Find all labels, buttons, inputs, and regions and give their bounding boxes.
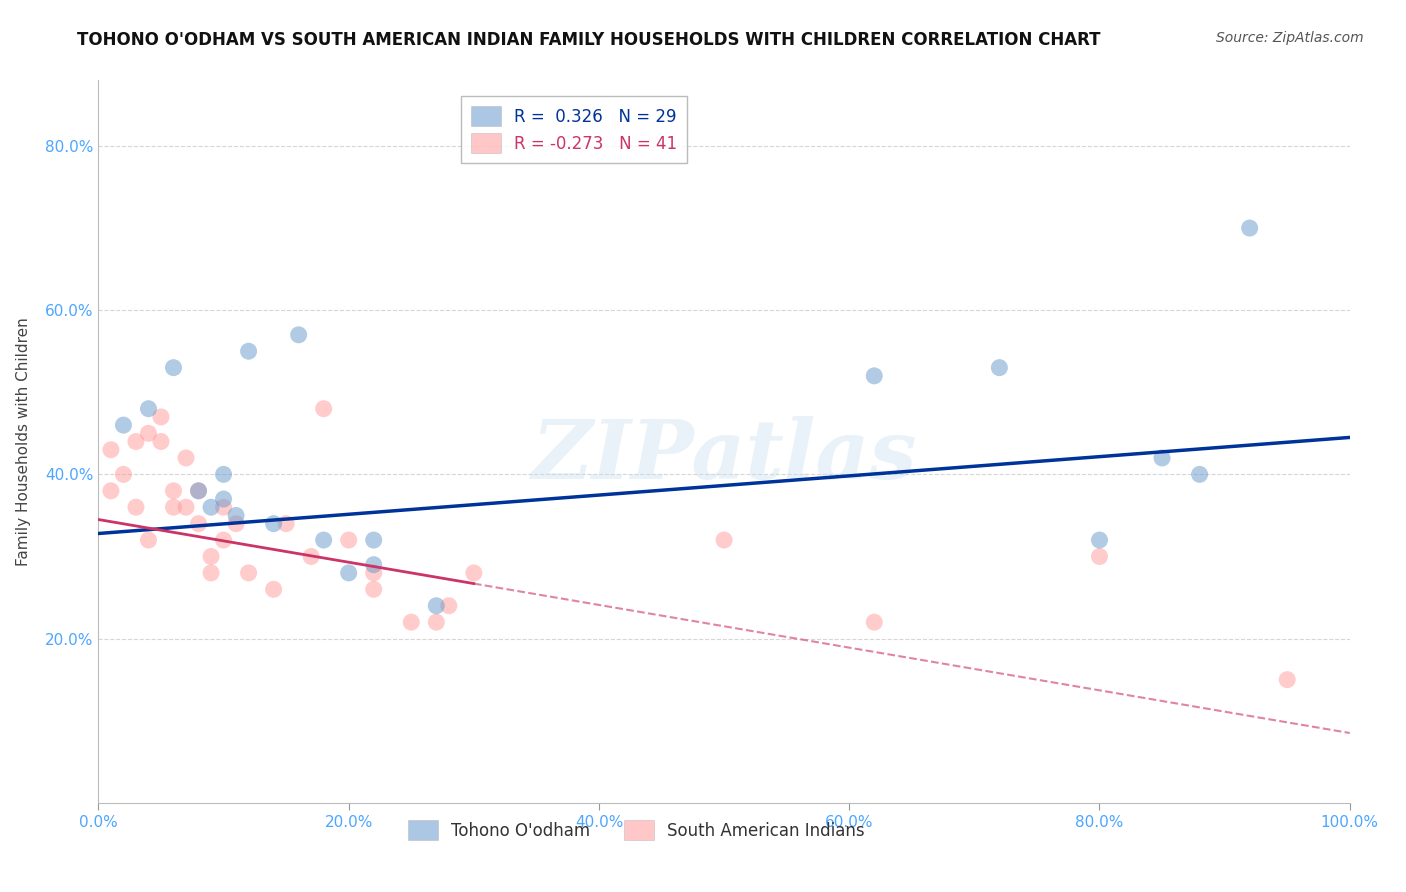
Point bbox=[1150, 450, 1173, 465]
Point bbox=[263, 516, 285, 531]
Y-axis label: Family Households with Children: Family Households with Children bbox=[17, 318, 31, 566]
Point bbox=[863, 368, 886, 383]
Point bbox=[425, 599, 447, 613]
Text: ZIPatlas: ZIPatlas bbox=[531, 416, 917, 496]
Point bbox=[138, 533, 160, 547]
Point bbox=[263, 582, 285, 597]
Point bbox=[274, 516, 298, 531]
Text: TOHONO O'ODHAM VS SOUTH AMERICAN INDIAN FAMILY HOUSEHOLDS WITH CHILDREN CORRELAT: TOHONO O'ODHAM VS SOUTH AMERICAN INDIAN … bbox=[77, 31, 1101, 49]
Point bbox=[162, 360, 184, 375]
Point bbox=[200, 500, 222, 515]
Point bbox=[112, 418, 135, 433]
Point bbox=[1188, 467, 1211, 482]
Point bbox=[1277, 673, 1299, 687]
Point bbox=[401, 615, 423, 630]
Point bbox=[212, 467, 235, 482]
Point bbox=[187, 483, 209, 498]
Point bbox=[162, 500, 184, 515]
Point bbox=[1088, 533, 1111, 547]
Point bbox=[287, 327, 309, 342]
Point bbox=[162, 483, 184, 498]
Point bbox=[463, 566, 485, 580]
Point bbox=[212, 500, 235, 515]
Text: Source: ZipAtlas.com: Source: ZipAtlas.com bbox=[1216, 31, 1364, 45]
Point bbox=[112, 467, 135, 482]
Point bbox=[238, 566, 260, 580]
Point bbox=[312, 401, 335, 416]
Point bbox=[863, 615, 886, 630]
Point bbox=[312, 533, 335, 547]
Point bbox=[200, 566, 222, 580]
Point bbox=[174, 450, 197, 465]
Point bbox=[713, 533, 735, 547]
Point bbox=[138, 401, 160, 416]
Point bbox=[200, 549, 222, 564]
Point bbox=[212, 491, 235, 506]
Point bbox=[437, 599, 460, 613]
Point bbox=[100, 483, 122, 498]
Point bbox=[363, 582, 385, 597]
Point bbox=[212, 533, 235, 547]
Point bbox=[174, 500, 197, 515]
Point bbox=[988, 360, 1011, 375]
Legend: Tohono O'odham, South American Indians: Tohono O'odham, South American Indians bbox=[399, 812, 873, 848]
Point bbox=[337, 566, 360, 580]
Point bbox=[363, 558, 385, 572]
Point bbox=[363, 533, 385, 547]
Point bbox=[187, 483, 209, 498]
Point bbox=[425, 615, 447, 630]
Point bbox=[125, 500, 148, 515]
Point bbox=[225, 516, 247, 531]
Point bbox=[363, 566, 385, 580]
Point bbox=[1088, 549, 1111, 564]
Point bbox=[337, 533, 360, 547]
Point bbox=[138, 426, 160, 441]
Point bbox=[238, 344, 260, 359]
Point bbox=[299, 549, 322, 564]
Point bbox=[225, 508, 247, 523]
Point bbox=[100, 442, 122, 457]
Point bbox=[1239, 221, 1261, 235]
Point bbox=[150, 409, 173, 424]
Point bbox=[125, 434, 148, 449]
Point bbox=[187, 516, 209, 531]
Point bbox=[150, 434, 173, 449]
